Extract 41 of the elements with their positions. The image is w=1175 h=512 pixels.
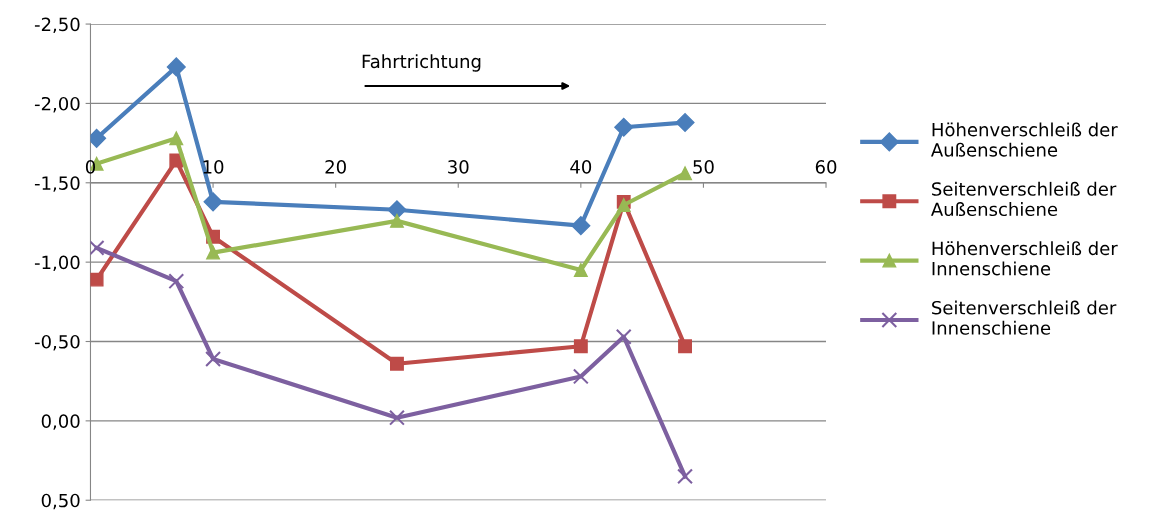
point [169, 131, 184, 146]
x-tick-label: 50 [693, 160, 714, 174]
point [390, 356, 404, 371]
point [675, 112, 695, 133]
point [678, 339, 692, 354]
y-tick-label: -2,50 [34, 17, 80, 34]
point [615, 328, 632, 345]
x-tick-label: 20 [325, 160, 346, 174]
y-tick-label: -1,00 [34, 255, 80, 272]
point [390, 213, 404, 228]
point [206, 245, 221, 260]
point [203, 192, 223, 212]
x-tick-label: 40 [570, 160, 592, 174]
annotation: Fahrtrichtung [362, 54, 481, 72]
y-tick-label: 0,50 [41, 493, 80, 510]
y-tick-label: -2,00 [34, 96, 80, 113]
x-tick-label: 0 [85, 160, 96, 174]
x-tick-label: 60 [815, 160, 837, 174]
point [572, 368, 589, 385]
point [90, 272, 104, 287]
legend-label: Höhenverschleiß der Außenschiene [931, 122, 1118, 157]
point [168, 273, 185, 290]
point [571, 216, 591, 236]
y-tick-label: 0,00 [41, 414, 80, 430]
legend-label: Höhenverschleiß der Innenschiene [932, 241, 1118, 276]
point [677, 468, 694, 485]
legend-label: Seitenverschleiß der Außenschiene [931, 181, 1117, 217]
y-tick-label: -1,50 [34, 176, 80, 192]
point [614, 117, 634, 137]
point [616, 198, 631, 212]
point [678, 166, 692, 181]
y-tick-label: -0,50 [34, 334, 80, 351]
x-tick-label: 30 [448, 160, 469, 174]
point [388, 409, 405, 426]
point [573, 263, 588, 278]
legend-label: Seitenverschleiß der Innenschiene [932, 300, 1117, 335]
point [573, 339, 588, 354]
point [166, 57, 186, 77]
point [387, 200, 407, 220]
point [90, 239, 105, 256]
point [205, 350, 222, 367]
